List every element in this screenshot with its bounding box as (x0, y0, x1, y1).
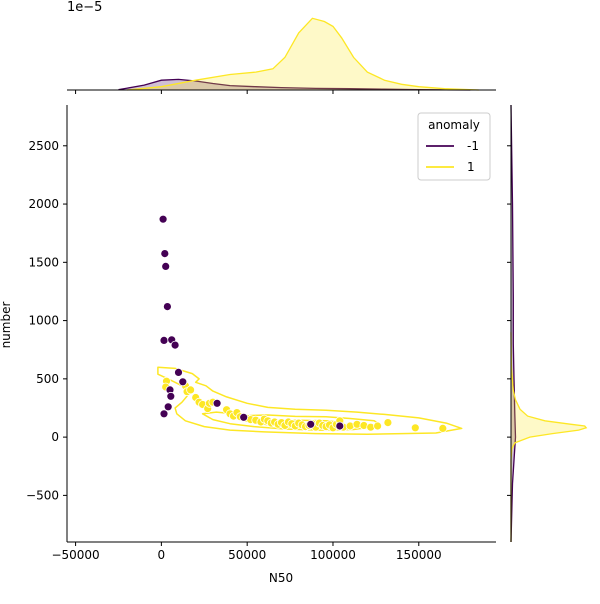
point-anomaly-1-4 (186, 385, 196, 395)
top-density-line-1 (127, 17, 479, 91)
point-anomaly-neg1-13 (212, 398, 222, 408)
point-anomaly-1-50 (410, 423, 420, 433)
x-tick-label: 150000 (396, 548, 442, 562)
point-anomaly-neg1-1 (160, 249, 170, 259)
y-axis-label: number (0, 302, 13, 349)
y-tick-label: 500 (36, 372, 59, 386)
y-tick-label: 1000 (28, 314, 59, 328)
point-anomaly-neg1-6 (170, 340, 180, 350)
point-anomaly-neg1-11 (163, 402, 173, 412)
top-marginal-density (67, 17, 496, 91)
legend-label-neg1: -1 (467, 139, 479, 153)
x-tick-label: 50000 (228, 548, 266, 562)
point-anomaly-1-48 (373, 421, 383, 431)
x-tick-label: 0 (158, 548, 166, 562)
legend-title: anomaly (428, 118, 480, 132)
point-anomaly-neg1-8 (178, 377, 188, 387)
right-marginal-density (510, 104, 588, 543)
right-density-line-1 (510, 332, 588, 542)
y-tick-label: 2000 (28, 197, 59, 211)
main-axes: −50000 0 50000 100000 150000 −500 0 500 1000 1500… (26, 90, 511, 562)
point-anomaly-neg1-14 (239, 412, 249, 422)
point-anomaly-neg1-0 (158, 214, 168, 224)
point-anomaly-neg1-15 (306, 419, 316, 429)
point-anomaly-neg1-3 (162, 302, 172, 312)
y-tick-label: 1500 (28, 255, 59, 269)
legend-label-1: 1 (467, 160, 475, 174)
y-tick-label: 0 (51, 430, 59, 444)
top-scale-label: 1e−5 (67, 0, 102, 15)
right-density-fill-1 (511, 332, 587, 542)
x-tick-label: 100000 (310, 548, 356, 562)
point-anomaly-neg1-16 (335, 421, 345, 431)
kde-contour-1 (157, 366, 463, 435)
point-anomaly-neg1-4 (159, 335, 169, 345)
point-anomaly-neg1-10 (166, 391, 176, 401)
x-axis-label: N50 (269, 571, 293, 585)
point-anomaly-neg1-2 (161, 261, 171, 271)
point-anomaly-neg1-12 (159, 409, 169, 419)
scatter-points (158, 214, 448, 433)
right-density-line-neg1 (510, 104, 517, 543)
y-tick-label: 2500 (28, 139, 59, 153)
x-tick-label: −50000 (51, 548, 99, 562)
y-tick-label: −500 (26, 488, 59, 502)
legend: anomaly -1 1 (417, 112, 491, 181)
point-anomaly-1-51 (438, 423, 448, 433)
point-anomaly-neg1-7 (174, 367, 183, 377)
top-density-fill-neg1 (118, 79, 471, 90)
kde-contour-2 (201, 411, 382, 431)
top-density-fill-1 (127, 18, 479, 90)
point-anomaly-1-49 (383, 418, 393, 428)
top-density-line-neg1 (118, 78, 471, 91)
